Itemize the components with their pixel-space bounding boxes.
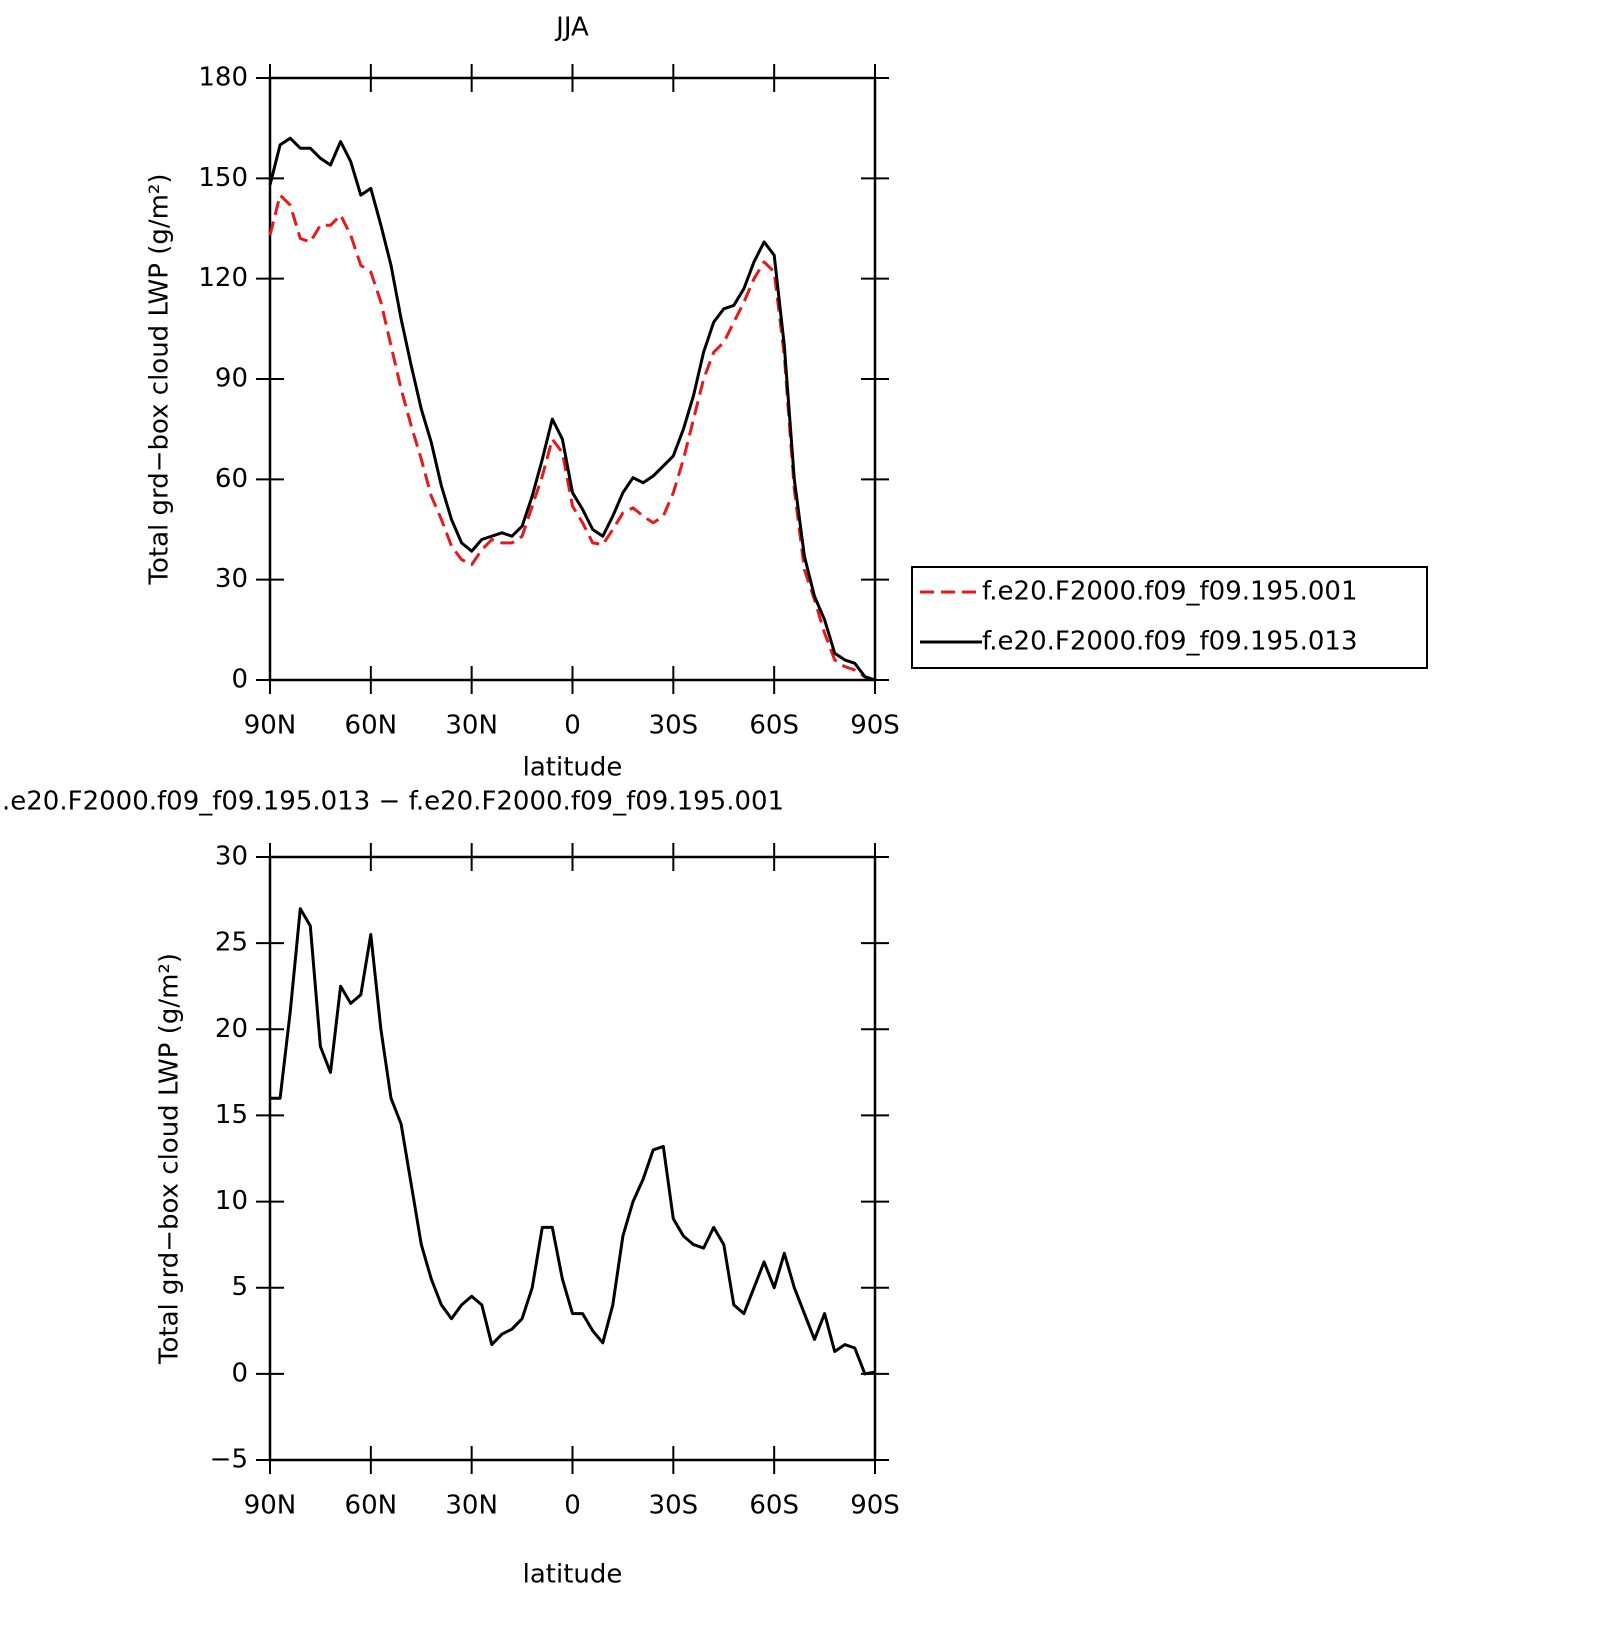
series-line [268,136,876,682]
x-tick-label: 60N [345,1491,398,1521]
y-axis-label: Total grd−box cloud LWP (g/m²) [155,953,185,1365]
x-tick-label: 30S [649,711,699,741]
legend-label: f.e20.F2000.f09_f09.195.001 [982,577,1358,607]
y-tick-label: 0 [231,1358,248,1388]
x-tick-label: 0 [564,1491,581,1521]
y-tick-label: 60 [215,464,248,494]
y-tick-label: −5 [210,1445,248,1475]
y-tick-label: 5 [231,1272,248,1302]
x-tick-label: 30S [649,1491,699,1521]
y-tick-label: 150 [198,163,248,193]
plot-frame [268,855,877,1462]
x-tick-label: 60N [345,711,398,741]
x-tick-label: 90N [244,1491,297,1521]
series-line [268,193,876,682]
y-tick-label: 20 [215,1014,248,1044]
y-tick-label: 30 [215,842,248,872]
y-tick-label: 25 [215,928,248,958]
y-tick-label: 0 [231,665,248,695]
y-axis-label: Total grd−box cloud LWP (g/m²) [145,174,175,586]
series-line [270,907,876,1376]
x-tick-label: 90S [850,711,900,741]
x-tick-label: 90S [850,1491,900,1521]
y-tick-label: 15 [215,1100,248,1130]
x-tick-label: 30N [445,1491,498,1521]
y-tick-label: 90 [215,364,248,394]
legend-label: f.e20.F2000.f09_f09.195.013 [982,627,1358,657]
x-tick-label: 90N [244,711,297,741]
y-tick-label: 30 [215,564,248,594]
x-axis-label: latitude [523,753,623,783]
y-tick-label: 10 [215,1186,248,1216]
chart-title: JJA [554,13,589,43]
y-tick-label: 180 [198,63,248,93]
x-tick-label: 30N [445,711,498,741]
chart-title: .e20.F2000.f09_f09.195.013 − f.e20.F2000… [2,787,784,817]
x-tick-label: 0 [564,711,581,741]
legend-box [911,566,1428,669]
x-axis-label: latitude [523,1560,623,1590]
x-tick-label: 60S [749,1491,799,1521]
x-tick-label: 60S [749,711,799,741]
y-tick-label: 120 [198,263,248,293]
plot-frame [268,76,877,682]
